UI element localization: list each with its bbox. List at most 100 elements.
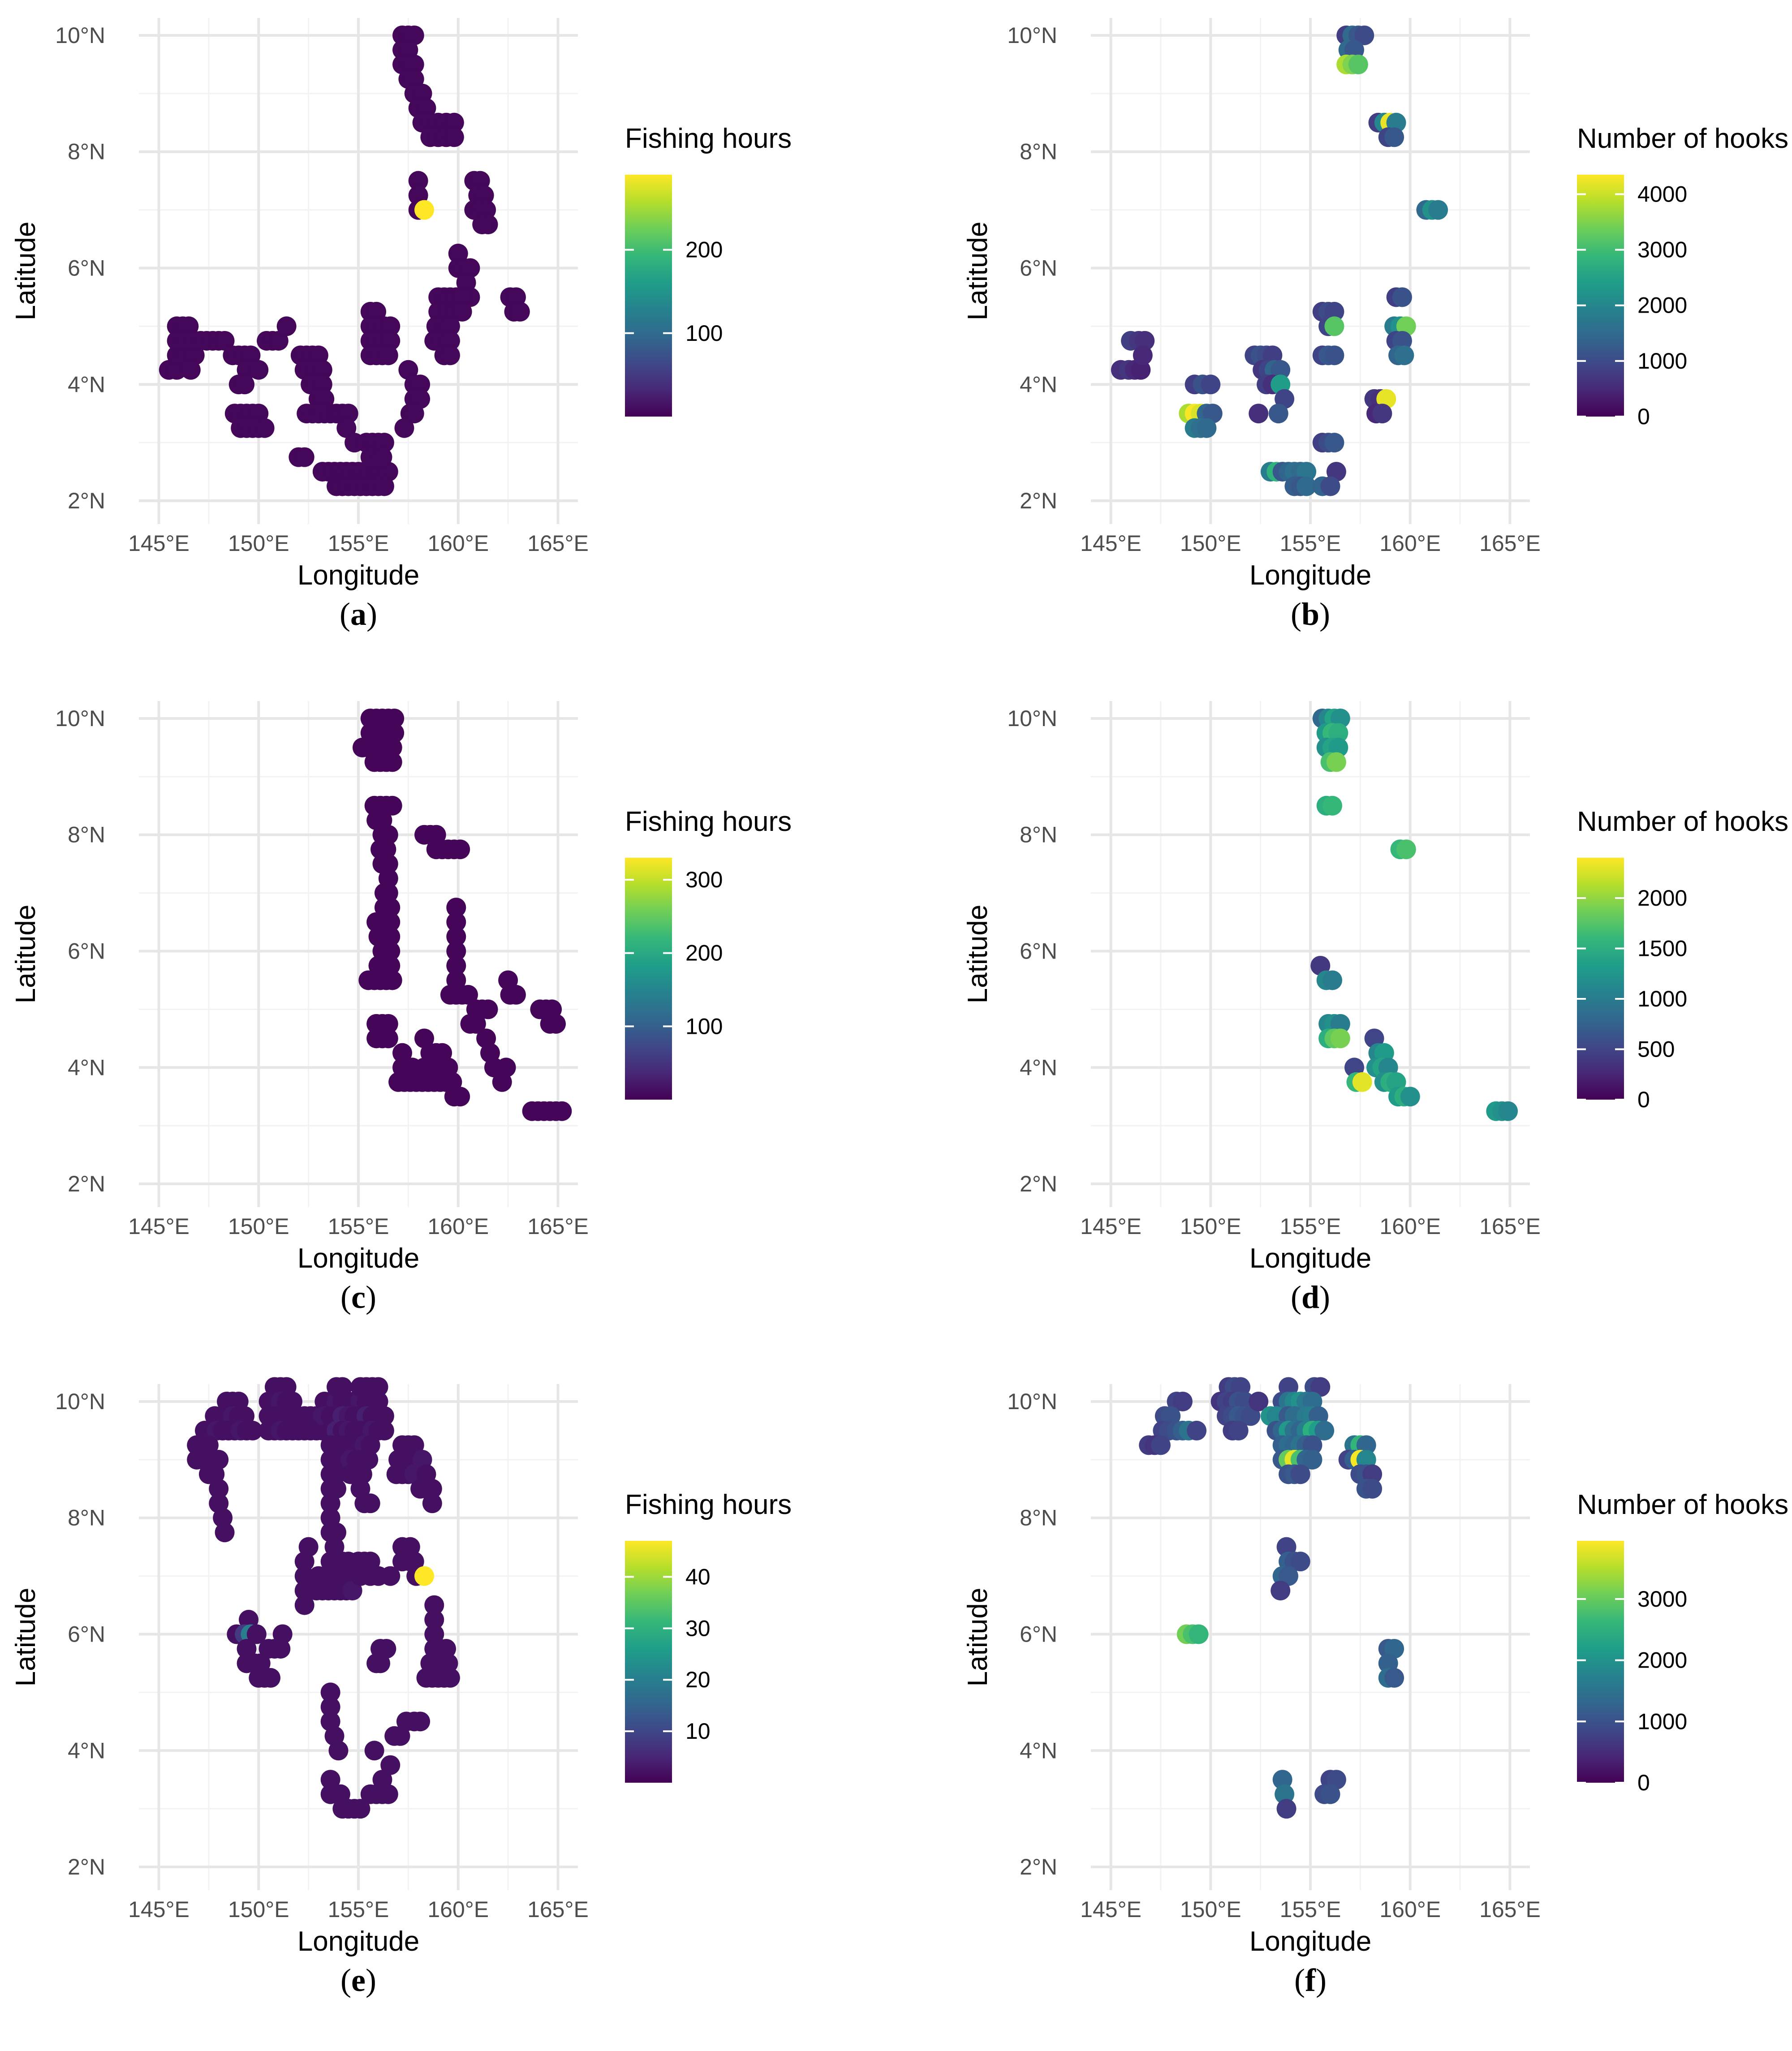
data-point — [404, 69, 424, 89]
data-point — [272, 1624, 293, 1644]
data-point — [1324, 345, 1344, 365]
x-tick-label: 160°E — [427, 1897, 489, 1922]
x-axis-title: Longitude — [1249, 1243, 1371, 1274]
data-point — [404, 1552, 424, 1572]
y-tick-label: 2°N — [68, 1854, 105, 1879]
data-point — [320, 1697, 340, 1717]
data-point — [1189, 1624, 1209, 1644]
data-point — [496, 1058, 516, 1078]
data-point — [242, 1420, 263, 1440]
y-tick-label: 8°N — [1020, 1505, 1057, 1531]
data-point — [1135, 331, 1155, 351]
x-tick-label: 150°E — [228, 1897, 289, 1922]
data-point — [261, 1668, 280, 1688]
legend: Number of hooks 0 1000 2000 3000 — [1577, 1489, 1788, 1795]
y-axis-title: Latitude — [962, 1588, 993, 1687]
legend-tick-label: 2000 — [1637, 293, 1687, 318]
legend: Number of hooks 0 500 1000 1500 2000 — [1577, 806, 1788, 1112]
y-axis-title: Latitude — [962, 222, 993, 321]
data-point — [320, 1682, 340, 1703]
data-point — [294, 1552, 314, 1572]
data-point — [374, 476, 394, 496]
x-tick-label: 155°E — [328, 1897, 389, 1922]
data-point — [1384, 127, 1404, 147]
x-tick-label: 165°E — [1479, 1214, 1541, 1239]
data-point — [424, 1610, 444, 1630]
data-point — [466, 1014, 486, 1034]
y-tick-label: 8°N — [1020, 822, 1057, 847]
data-point — [380, 1755, 401, 1775]
legend: Number of hooks 0 1000 2000 3000 4000 — [1577, 123, 1788, 429]
data-point — [181, 360, 201, 380]
y-tick-label: 8°N — [1020, 139, 1057, 164]
data-point — [384, 723, 405, 743]
x-tick-label: 145°E — [1080, 1214, 1142, 1239]
data-point — [1384, 1668, 1404, 1688]
legend-tick-label: 4000 — [1637, 181, 1687, 206]
points — [1139, 1377, 1404, 1819]
y-tick-label: 6°N — [68, 1622, 105, 1647]
y-axis-title: Latitude — [10, 222, 41, 321]
data-point — [444, 127, 464, 147]
legend-tick-label: 300 — [685, 867, 723, 892]
data-point — [327, 1522, 346, 1543]
x-tick-label: 150°E — [228, 1214, 289, 1239]
data-point — [1187, 1420, 1207, 1440]
y-tick-label: 4°N — [1020, 1738, 1057, 1763]
data-point — [372, 447, 392, 467]
panel-d: 145°E 150°E 155°E 160°E 165°E 2°N 4°N 6°N 8°N 10°… — [962, 701, 1788, 1315]
data-point — [450, 1087, 470, 1107]
data-point — [336, 418, 357, 438]
legend: Fishing hours 100 200 300 — [625, 806, 792, 1100]
data-point — [330, 1784, 350, 1804]
data-point — [1268, 404, 1288, 424]
x-axis-title: Longitude — [1249, 560, 1371, 591]
data-point — [438, 1058, 458, 1078]
data-point — [1241, 1406, 1261, 1426]
data-point — [378, 345, 398, 365]
panel-caption: (e) — [340, 1962, 376, 1998]
x-tick-label: 150°E — [228, 531, 289, 556]
y-tick-label: 2°N — [68, 1171, 105, 1196]
data-point — [498, 970, 518, 990]
data-point — [1197, 418, 1217, 438]
legend-title: Number of hooks — [1577, 1489, 1788, 1520]
data-point — [510, 301, 530, 322]
data-point — [1322, 970, 1342, 990]
legend-title: Number of hooks — [1577, 123, 1788, 154]
y-axis-title: Latitude — [10, 1588, 41, 1687]
data-point — [332, 1377, 353, 1397]
data-point — [1324, 316, 1344, 336]
data-point — [378, 1028, 398, 1049]
data-point — [1290, 1552, 1310, 1572]
panel-caption: (a) — [340, 596, 377, 632]
data-point — [414, 1566, 434, 1586]
data-point — [1354, 25, 1374, 45]
data-point — [1314, 1420, 1335, 1440]
data-point — [380, 941, 401, 961]
legend-tick-label: 100 — [685, 321, 723, 346]
panel-caption: (b) — [1291, 596, 1330, 632]
legend-tick-label: 10 — [685, 1719, 711, 1744]
data-point — [1348, 54, 1368, 74]
y-tick-label: 10°N — [1007, 23, 1057, 48]
legend-title: Fishing hours — [625, 806, 792, 837]
data-point — [1302, 1449, 1322, 1470]
data-point — [1310, 1377, 1331, 1397]
data-point — [1400, 1087, 1420, 1107]
data-point — [382, 752, 402, 772]
data-point — [1352, 1072, 1372, 1092]
data-point — [450, 839, 470, 860]
legend-title: Number of hooks — [1577, 806, 1788, 837]
data-point — [276, 316, 297, 336]
data-point — [364, 1741, 384, 1761]
legend-tick-label: 20 — [685, 1667, 711, 1692]
x-axis-title: Longitude — [297, 1243, 419, 1274]
colorbar — [1577, 858, 1624, 1100]
y-tick-label: 2°N — [1020, 1171, 1057, 1196]
x-axis-title: Longitude — [297, 560, 419, 591]
data-point — [1330, 708, 1350, 728]
data-point — [446, 898, 466, 918]
x-tick-label: 155°E — [1280, 1897, 1341, 1922]
x-tick-label: 145°E — [1080, 1897, 1142, 1922]
